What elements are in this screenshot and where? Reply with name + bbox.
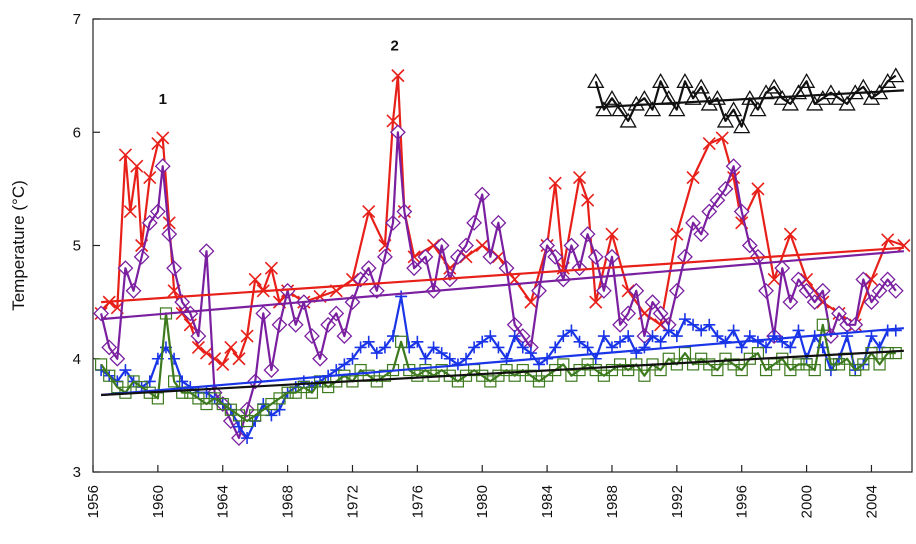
x-tick-label: 1980	[474, 485, 491, 518]
x-tick-label: 1964	[215, 485, 232, 518]
data-point-square	[857, 358, 870, 371]
data-point-square	[305, 386, 319, 399]
y-tick-label: 4	[73, 351, 81, 368]
data-point-square	[873, 358, 886, 371]
x-tick-label: 1968	[280, 485, 297, 518]
trend-line	[101, 246, 904, 304]
x-tick-label: 2000	[799, 485, 816, 518]
data-point-square	[735, 363, 748, 377]
trend-line	[101, 349, 904, 397]
y-tick-label: 3	[73, 464, 81, 481]
x-tick-label: 2004	[863, 485, 880, 518]
series-diamond	[93, 124, 904, 446]
data-point-triangle	[587, 72, 605, 88]
trend-lines	[101, 89, 904, 397]
data-point-square	[95, 358, 108, 371]
series-line	[100, 131, 897, 440]
y-tick-label: 5	[73, 238, 81, 255]
x-tick-label: 1960	[150, 485, 167, 518]
y-tick-label: 7	[73, 11, 81, 28]
y-tick-label: 6	[73, 124, 81, 141]
annotation-label: 1	[159, 91, 167, 108]
x-tick-label: 1992	[669, 485, 686, 518]
data-point-square	[638, 369, 651, 382]
series-square	[95, 307, 902, 428]
y-axis-title: Temperature (°C)	[9, 180, 28, 311]
series-triangle	[587, 67, 905, 134]
data-point-square	[711, 363, 724, 377]
data-point-square	[678, 346, 692, 360]
series-line	[594, 74, 897, 128]
annotation-label: 2	[390, 38, 398, 55]
data-point-square	[103, 369, 116, 382]
x-tick-label: 1956	[85, 485, 102, 518]
x-tick-label: 1996	[734, 485, 751, 518]
x-tick-label: 1984	[539, 485, 556, 518]
data-point-square	[395, 335, 408, 348]
trend-line	[101, 327, 904, 397]
series-plus	[95, 290, 902, 445]
y-axis: 3 4 5 6 7	[73, 11, 100, 481]
x-tick-label: 1988	[604, 485, 621, 518]
series-line	[100, 312, 896, 423]
trend-line	[595, 89, 904, 109]
x-tick-label: 1976	[409, 485, 426, 518]
x-tick-label: 1972	[344, 485, 361, 518]
trend-line	[101, 250, 904, 321]
x-axis: 1956 1960 1964 1968 1972 1976 1980 1984 1988 1992…	[85, 465, 880, 518]
